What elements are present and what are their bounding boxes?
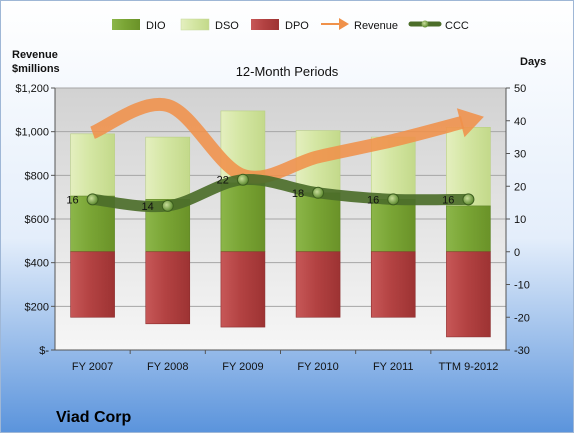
y-right-tick-label: -10 [514,280,530,292]
chart-title: 12-Month Periods [236,64,339,79]
bar-dio-fy-2009 [220,182,266,253]
y-left-tick-label: $1,200 [15,83,49,95]
y-right-tick-label: -30 [514,345,530,357]
y-left-tick-label: $200 [25,301,49,313]
revenue-arrow-layer [89,97,484,184]
ccc-data-label: 14 [142,201,154,213]
ccc-point-fy-2010 [312,186,325,199]
legend-ccc-marker-icon [421,20,429,28]
bar-dso-fy-2007 [70,133,115,197]
legend-label-dso: DSO [215,20,239,32]
y-right-tick-label: 20 [514,181,526,193]
legend-revenue-arrow-icon [321,18,349,30]
bar-dso-fy-2008 [145,136,191,200]
y-left-title-line2: $millions [12,63,60,75]
company-name: Viad Corp [56,409,132,426]
ccc-point-fy-2008 [161,199,174,212]
y-right-tick-label: 50 [514,83,526,95]
x-tick-label: FY 2010 [297,361,338,373]
ccc-point-fy-2011 [387,193,400,206]
bar-dpo-fy-2008 [145,251,191,325]
bars [70,110,491,338]
bar-dso-ttm-9-2012 [446,127,491,207]
y-left-tick-label: $400 [25,258,49,270]
y-left-title-line1: Revenue [12,49,58,61]
ccc-data-label: 16 [367,194,379,206]
y-right-tick-label: 0 [514,247,520,259]
y-right-tick-label: 30 [514,149,526,161]
ccc-data-label: 16 [66,194,78,206]
ccc-point-fy-2007 [86,193,99,206]
legend: DIO DSO DPO Revenue CCC [112,18,469,32]
revenue-arrowhead [456,108,484,138]
ccc-data-label: 22 [217,175,229,187]
legend-swatch-dio [112,19,140,30]
revenue-line [89,97,465,184]
x-tick-label: FY 2008 [147,361,188,373]
ccc-data-label: 18 [292,188,304,200]
ccc-data-label: 16 [442,194,454,206]
axis-ticks: $- $200 $400 $600 $800 $1,000 $1,200 -30 -20 -10 0… [15,83,530,373]
x-tick-label: FY 2007 [72,361,113,373]
bar-dio-fy-2011 [370,199,416,253]
ccc-point-ttm-9-2012 [462,193,475,206]
legend-label-ccc: CCC [445,20,469,32]
legend-label-dio: DIO [146,20,166,32]
bar-dpo-fy-2009 [220,251,266,328]
y-left-tick-label: $800 [25,170,49,182]
bar-dio-ttm-9-2012 [446,205,491,253]
ccc-point-fy-2009 [236,173,249,186]
bar-dio-fy-2010 [295,192,341,253]
x-tick-label: FY 2009 [222,361,263,373]
x-tick-label: FY 2011 [373,361,414,373]
legend-swatch-dso [180,18,210,31]
y-left-tick-label: $1,000 [15,127,49,139]
legend-label-dpo: DPO [285,20,309,32]
y-right-tick-label: 10 [514,214,526,226]
ccc-line-layer: 16 14 22 18 16 16 [66,173,475,213]
y-right-title: Days [520,56,546,68]
y-left-tick-label: $- [39,345,49,357]
x-tick-label: TTM 9-2012 [438,361,498,373]
bar-dpo-fy-2011 [370,251,416,318]
y-right-tick-label: -20 [514,312,530,324]
legend-label-revenue: Revenue [354,20,398,32]
y-left-tick-label: $600 [25,214,49,226]
bar-dpo-fy-2007 [70,251,115,318]
legend-swatch-dpo [251,19,279,30]
bar-dpo-ttm-9-2012 [446,251,491,338]
bar-dpo-fy-2010 [295,251,341,318]
y-right-tick-label: 40 [514,116,526,128]
